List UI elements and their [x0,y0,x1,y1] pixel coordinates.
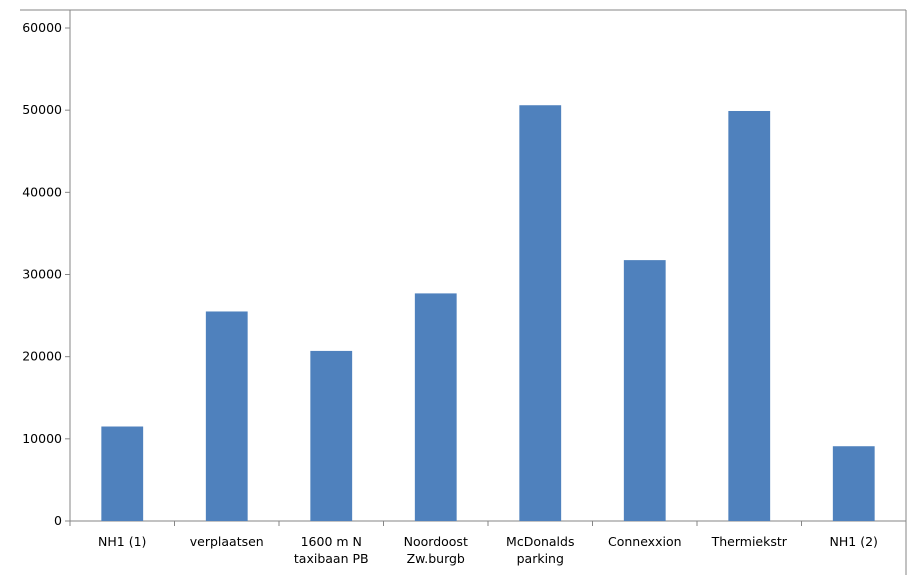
x-tick-label: verplaatsen [190,534,264,549]
y-tick-label: 60000 [22,20,62,35]
x-tick-label: Noordoost Zw.burgb [404,534,468,566]
x-tick-label: Connexxion [608,534,682,549]
x-tick-label: Thermiekstr [711,534,788,549]
bar [101,426,144,521]
y-tick-label: 20000 [22,349,62,364]
x-tick-label: NH1 (1) [98,534,146,549]
bar [728,110,771,521]
y-tick-label: 30000 [22,267,62,282]
x-tick-label: McDonalds parking [506,534,574,566]
y-tick-label: 10000 [22,431,62,446]
y-tick-label: 50000 [22,102,62,117]
bar [623,260,666,521]
bar [519,105,562,521]
bar [832,446,875,521]
y-tick-label: 0 [54,513,62,528]
x-tick-label: NH1 (2) [830,534,878,549]
bar [205,311,248,521]
bar [310,350,353,521]
bar [414,293,457,521]
y-tick-label: 40000 [22,184,62,199]
